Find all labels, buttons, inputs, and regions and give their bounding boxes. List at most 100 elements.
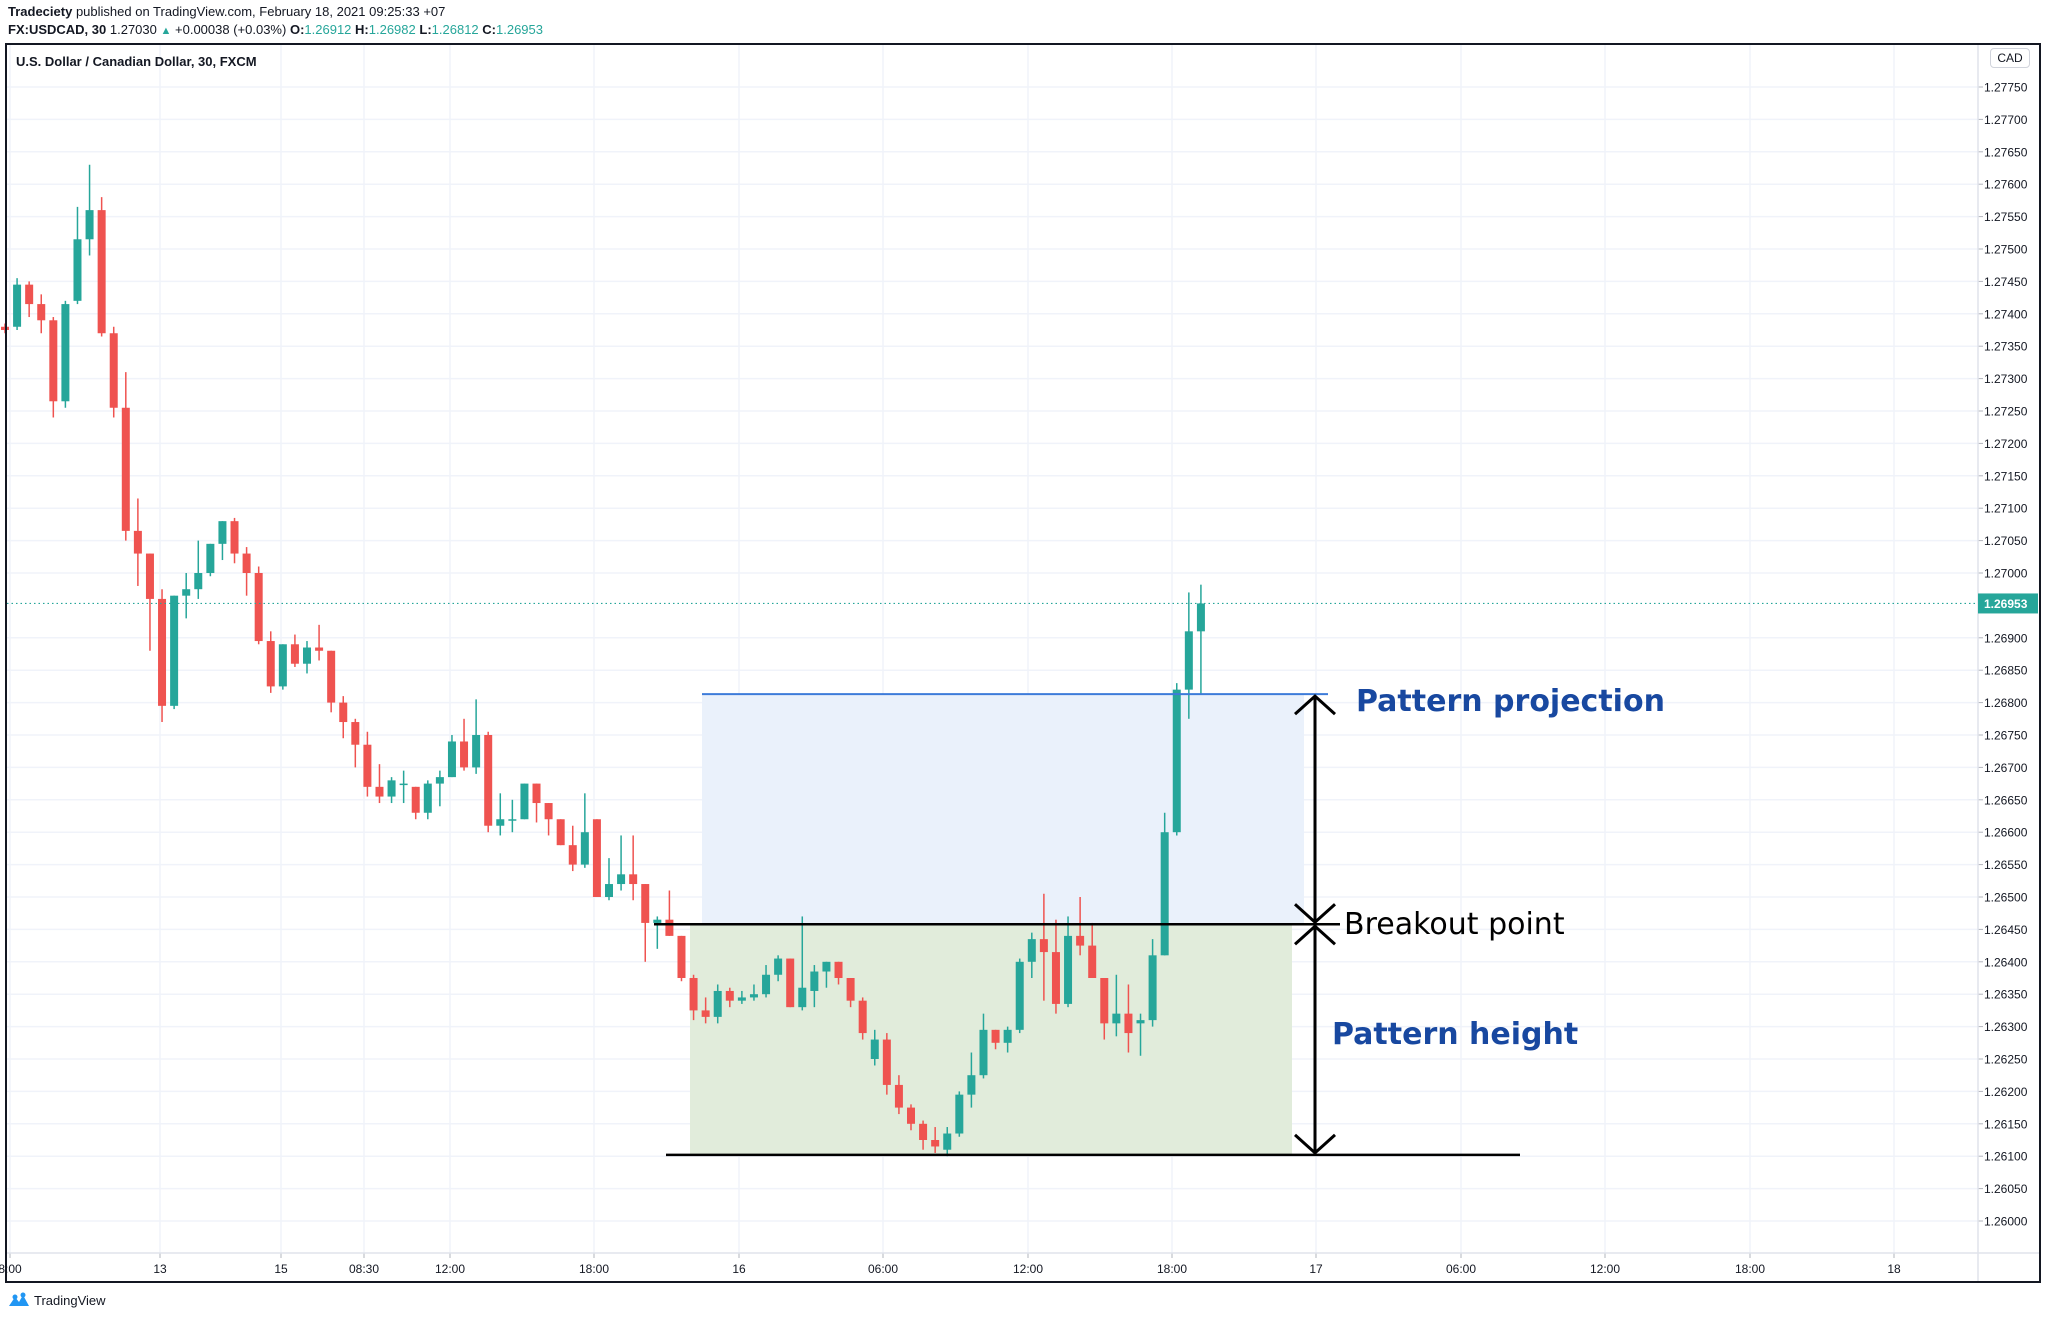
published-text: published on TradingView.com, February 1… (75, 4, 446, 19)
time-tick-label: 06:00 (1446, 1262, 1476, 1276)
current-price-badge (1978, 593, 2038, 614)
candle (882, 1033, 891, 1095)
candle (907, 1104, 915, 1131)
candle (1148, 939, 1157, 1027)
time-tick-label: 06:00 (868, 1262, 898, 1276)
price-tick-label: 1.26250 (1984, 1053, 2028, 1067)
price-tick-label: 1.26600 (1984, 826, 2028, 840)
candle (737, 990, 746, 1004)
candle (339, 696, 348, 739)
price-tick-label: 1.26800 (1984, 696, 2028, 710)
time-tick-label: 13 (153, 1262, 167, 1276)
price-tick-label: 1.27500 (1984, 243, 2028, 257)
candlestick-series (1, 164, 1205, 1157)
symbol-label: FX:USDCAD, 30 (8, 22, 107, 37)
price-tick-label: 1.26650 (1984, 793, 2028, 807)
candle (556, 819, 565, 846)
candle (194, 540, 203, 599)
candle (858, 997, 867, 1040)
price-tick-label: 1.27050 (1984, 534, 2028, 548)
candle (1003, 1026, 1012, 1053)
candle (85, 164, 94, 256)
candle (1100, 978, 1109, 1040)
price-tick-label: 1.26750 (1984, 729, 2028, 743)
candle (689, 974, 698, 1021)
price-tick-label: 1.27650 (1984, 145, 2028, 159)
time-tick-label: 12:00 (1013, 1262, 1043, 1276)
height-double-arrow-icon (1293, 924, 1337, 1155)
price-tick-label: 1.27000 (1984, 567, 2028, 581)
candle (508, 799, 517, 833)
price-tick-label: 1.26500 (1984, 891, 2028, 905)
time-tick-label: 18:00 (1735, 1262, 1765, 1276)
footer-brand[interactable]: TradingView (8, 1292, 106, 1308)
candle (520, 783, 529, 820)
open-label: O: (289, 22, 305, 37)
price-axis[interactable]: 1.27750 1.27700 1.27650 1.27600 1.27550 1.275… (7, 45, 2038, 1281)
candle (701, 997, 710, 1024)
candle (1112, 974, 1121, 1037)
candle (315, 624, 324, 661)
tradingview-brand: TradingView (34, 1292, 106, 1308)
tradingview-logo-icon (9, 1292, 29, 1306)
candle (894, 1075, 903, 1115)
time-tick-label: 12:00 (435, 1262, 465, 1276)
candle (351, 718, 360, 768)
candle (37, 294, 46, 334)
candle (943, 1127, 952, 1157)
candle (762, 965, 771, 998)
price-tick-label: 1.27100 (1984, 502, 2028, 516)
candle (327, 650, 336, 713)
price-tick-label: 1.27700 (1984, 113, 2028, 127)
candle (822, 961, 831, 988)
time-tick-label: 8:00 (0, 1262, 22, 1276)
candle (1136, 1013, 1145, 1056)
price-change: +0.00038 (+0.03%) (175, 22, 287, 37)
candle (399, 770, 408, 804)
candle (158, 589, 167, 723)
candle (13, 278, 22, 330)
price-tick-label: 1.26050 (1984, 1182, 2028, 1196)
candle (460, 718, 469, 771)
candle (230, 517, 239, 564)
candle (206, 543, 215, 577)
candle (931, 1127, 940, 1153)
candle (1076, 897, 1085, 956)
price-tick-label: 1.26900 (1984, 631, 2028, 645)
price-tick-label: 1.27450 (1984, 275, 2028, 289)
candle (278, 644, 287, 690)
price-tick-label: 1.26100 (1984, 1150, 2028, 1164)
candle (375, 764, 384, 804)
time-tick-label: 16 (732, 1262, 746, 1276)
candle (97, 197, 106, 337)
price-tick-label: 1.27750 (1984, 81, 2028, 95)
time-tick-label: 12:00 (1590, 1262, 1620, 1276)
candle (641, 884, 650, 962)
close-label: C: (482, 22, 496, 37)
currency-badge[interactable]: CAD (1990, 48, 2030, 68)
candle (991, 1029, 1000, 1050)
price-tick-label: 1.26200 (1984, 1085, 2028, 1099)
candle (303, 641, 311, 674)
publisher-name: Tradeciety (8, 4, 73, 19)
high-label: H: (355, 22, 369, 37)
candle (617, 835, 626, 891)
candle (979, 1013, 988, 1079)
candle (1039, 893, 1048, 1001)
current-price-label: 1.26953 (1984, 597, 2028, 611)
candle (1160, 812, 1169, 956)
time-tick-label: 18 (1887, 1262, 1901, 1276)
candle (1051, 919, 1060, 1014)
time-axis[interactable]: 8:00 13 15 08:30 12:00 18:00 16 06:00 12:00 18:00… (0, 1252, 2039, 1276)
candle (725, 987, 734, 1008)
candle (834, 961, 843, 985)
candle (629, 835, 638, 901)
candle (170, 595, 179, 710)
candle (544, 803, 553, 836)
price-tick-label: 1.27550 (1984, 210, 2028, 224)
close-value: 1.26953 (496, 22, 543, 37)
ohlc-line: FX:USDCAD, 30 1.27030 ▲ +0.00038 (+0.03%… (8, 22, 543, 37)
candle (665, 890, 674, 936)
candle (1015, 958, 1024, 1034)
